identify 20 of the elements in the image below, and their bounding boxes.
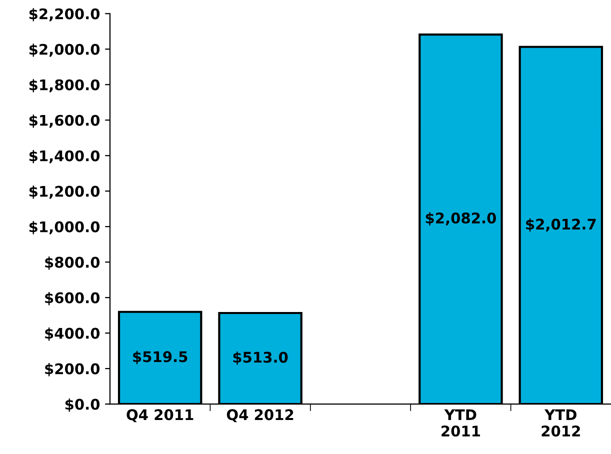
x-tick-label: Q4 2012 [226, 409, 294, 422]
y-tick-label: $1,200.0 [29, 186, 100, 199]
data-label: $2,082.0 [426, 212, 496, 226]
x-tick-label: YTD 2011 [442, 409, 480, 437]
y-tick-label: $1,000.0 [29, 221, 100, 234]
y-tick-label: $200.0 [45, 363, 100, 376]
y-tick-label: $600.0 [45, 292, 100, 306]
y-tick-label: $1,400.0 [29, 150, 100, 164]
x-tick-label: Q4 2011 [126, 409, 194, 422]
data-label: $513.0 [233, 351, 288, 365]
data-label: $519.5 [133, 350, 188, 364]
data-label: $2,012.7 [526, 218, 596, 232]
y-tick-label: $2,200.0 [29, 8, 100, 22]
y-tick-label: $400.0 [45, 328, 100, 341]
y-tick-label: $1,600.0 [29, 114, 100, 128]
x-tick-label: YTD 2012 [542, 409, 580, 437]
y-tick-label: $2,000.0 [29, 44, 100, 57]
y-tick-label: $0.0 [65, 398, 100, 412]
y-tick-label: $800.0 [45, 256, 100, 270]
y-tick-label: $1,800.0 [29, 79, 100, 92]
